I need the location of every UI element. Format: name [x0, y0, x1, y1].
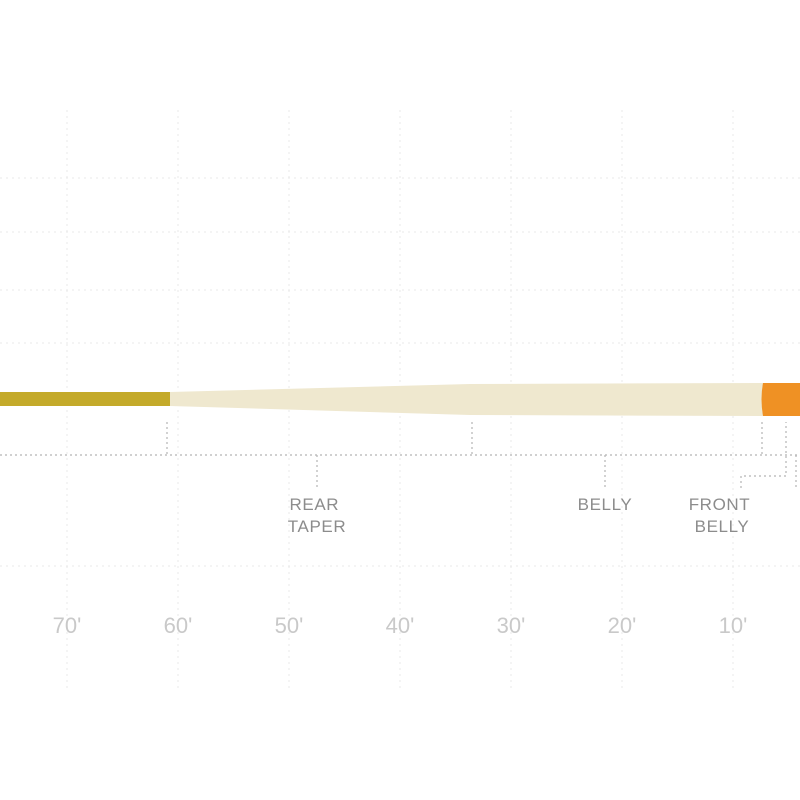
segment-label-line: BELLY: [695, 517, 750, 536]
tick-label: 40': [386, 613, 415, 638]
front-belly-bracket: [740, 422, 787, 488]
segment-label-front-belly: FRONT BELLY: [689, 495, 756, 536]
tick-label: 10': [719, 613, 748, 638]
tick-label: 70': [53, 613, 82, 638]
line-tip: [761, 383, 800, 416]
guide-lines: [0, 422, 800, 488]
segment-label-line: BELLY: [578, 495, 633, 514]
segment-label-line: TAPER: [288, 517, 346, 536]
segment-label-line: REAR: [290, 495, 340, 514]
running-line: [0, 392, 172, 406]
segment-label-line: FRONT: [689, 495, 750, 514]
line-head: [170, 383, 763, 416]
segment-label-rear-taper: REAR TAPER: [288, 495, 346, 536]
tick-label: 50': [275, 613, 304, 638]
segment-label-belly: BELLY: [578, 495, 633, 514]
segment-labels: REAR TAPER BELLY FRONT BELLY: [288, 495, 756, 536]
fly-line: [0, 383, 800, 416]
tick-label: 60': [164, 613, 193, 638]
tick-label: 30': [497, 613, 526, 638]
distance-ticks: 70' 60' 50' 40' 30' 20' 10': [53, 613, 748, 638]
tick-label: 20': [608, 613, 637, 638]
